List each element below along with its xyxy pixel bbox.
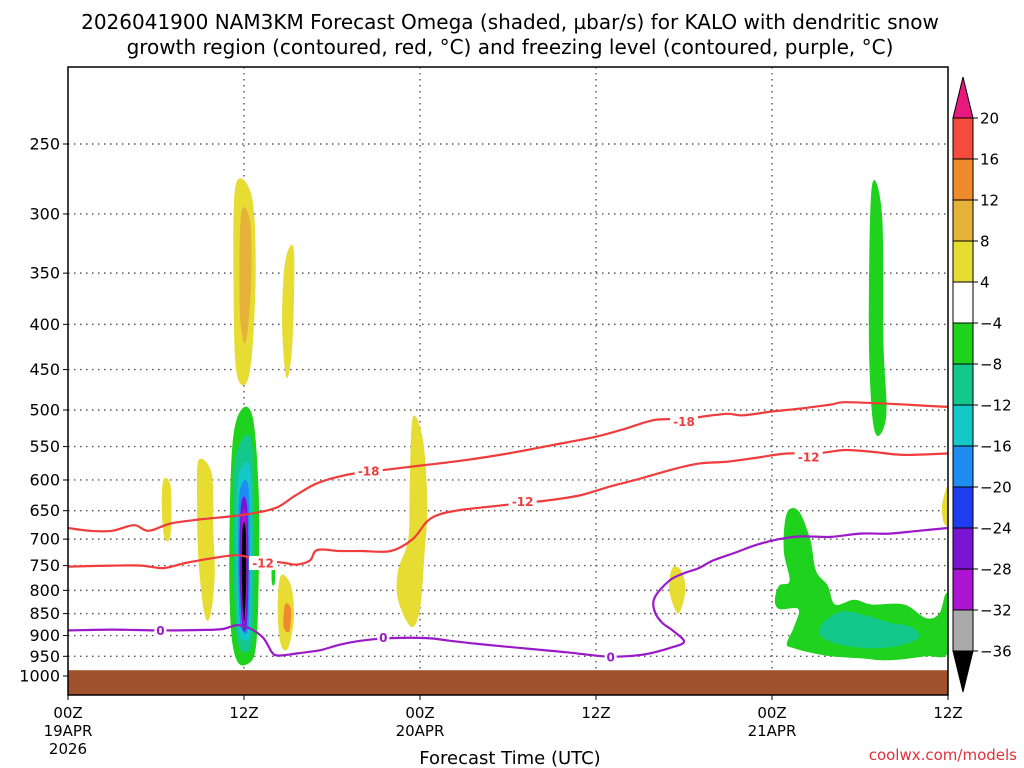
dgz-contour-label-bg xyxy=(354,463,383,478)
colorbar-label: −24 xyxy=(980,520,1012,538)
freezing-level-contour-label: 0 xyxy=(379,631,387,645)
omega-area-negative-lower-teal-55z xyxy=(819,611,920,649)
x-tick-date: 20APR xyxy=(396,722,445,740)
freezing-level-contour-0 xyxy=(68,526,948,658)
colorbar-swatch xyxy=(952,199,974,242)
x-tick-label: 00Z xyxy=(405,704,434,722)
y-tick-label-750: 750 xyxy=(29,556,60,575)
plot-area: -18 -18 -12 -12 -12 0 0 0 250 300 350 400 450 500 550 6… xyxy=(19,66,963,758)
x-tick-label: 00Z xyxy=(53,704,82,722)
plot-frame xyxy=(67,66,949,696)
y-tick-label-550: 550 xyxy=(29,437,60,456)
contour-lines: -18 -18 -12 -12 -12 0 0 0 xyxy=(68,401,948,665)
y-tick-label-500: 500 xyxy=(29,401,60,420)
title-line-2: growth region (contoured, red, °C) and f… xyxy=(127,35,894,59)
title-line-1: 2026041900 NAM3KM Forecast Omega (shaded… xyxy=(81,10,939,34)
colorbar-swatch xyxy=(952,404,974,447)
y-tick-label-400: 400 xyxy=(29,315,60,334)
colorbar-swatch xyxy=(952,445,974,488)
colorbar-label: −16 xyxy=(980,438,1012,456)
dgz-contour-label: -12 xyxy=(512,495,534,509)
omega-area-upper-core-12z xyxy=(239,207,252,344)
x-tick-label: 12Z xyxy=(229,704,258,722)
omega-area-lower-core-15z xyxy=(283,603,292,633)
dgz-contour--12 xyxy=(68,448,948,570)
dgz-contour-label-bg xyxy=(249,556,278,571)
x-axis-label: Forecast Time (UTC) xyxy=(419,748,600,768)
colorbar-label: 16 xyxy=(980,151,999,169)
omega-shading xyxy=(161,178,948,666)
freezing-level-contour-label-bg xyxy=(604,650,617,665)
colorbar-swatch-bottom xyxy=(952,650,974,693)
y-tick-label-250: 250 xyxy=(29,135,60,154)
colorbar-swatch xyxy=(952,486,974,529)
y-tick-label-800: 800 xyxy=(29,581,60,600)
colorbar-label: 12 xyxy=(980,192,999,210)
omega-area-negative-lower-52z xyxy=(774,508,948,661)
omega-area-small-positive-60z xyxy=(941,486,948,526)
colorbar-label: 20 xyxy=(980,110,999,128)
dgz-contour-label-bg xyxy=(794,449,823,464)
dgz-contour-label: -12 xyxy=(252,557,274,571)
colorbar-swatch xyxy=(952,158,974,201)
y-tick-label-350: 350 xyxy=(29,264,60,283)
colorbar: 20 16 12 8 4 −4 −8 −12 −16 −20 −24 −28 −32 −36 xyxy=(952,76,1012,693)
y-tick-label-600: 600 xyxy=(29,470,60,489)
freezing-level-contour-label: 0 xyxy=(606,651,614,665)
colorbar-swatch xyxy=(952,609,974,652)
colorbar-swatch-top xyxy=(952,76,974,119)
colorbar-label: 8 xyxy=(980,233,990,251)
dgz-contour-label: -18 xyxy=(358,464,380,478)
y-tick-label-450: 450 xyxy=(29,360,60,379)
y-tick-label-900: 900 xyxy=(29,626,60,645)
colorbar-label: −20 xyxy=(980,479,1012,497)
omega-area-negative-12z-core xyxy=(241,522,247,621)
freezing-level-contour-label-bg xyxy=(377,630,390,645)
colorbar-swatch xyxy=(952,527,974,570)
omega-area-lower-positive-9z xyxy=(196,458,215,621)
dgz-contour-label-bg xyxy=(508,494,537,509)
dgz-contour-label: -12 xyxy=(798,450,820,464)
y-tick-label-700: 700 xyxy=(29,530,60,549)
y-tick-label-1000: 1000 xyxy=(19,667,60,686)
colorbar-label: −12 xyxy=(980,397,1012,415)
x-tick-date: 19APR xyxy=(44,722,93,740)
dgz-contour--18 xyxy=(68,401,948,533)
colorbar-swatch xyxy=(952,322,974,365)
x-tick-label: 12Z xyxy=(933,704,962,722)
colorbar-swatch xyxy=(952,117,974,160)
colorbar-swatch xyxy=(952,240,974,283)
omega-area-negative-upper-55z xyxy=(868,180,887,437)
x-tick-year: 2026 xyxy=(49,740,87,758)
colorbar-label: −28 xyxy=(980,561,1012,579)
freezing-level-contour-label-bg xyxy=(154,623,167,638)
colorbar-swatch xyxy=(952,281,974,324)
ground-fill xyxy=(68,670,948,695)
dgz-contour-label-bg xyxy=(670,414,698,429)
omega-area-positive-22z xyxy=(396,415,428,628)
colorbar-label: −4 xyxy=(980,315,1002,333)
dgz-contour-label: -18 xyxy=(673,415,695,429)
y-tick-label-300: 300 xyxy=(29,204,60,223)
omega-area-upper-positive-15z xyxy=(282,244,295,379)
y-tick-label-950: 950 xyxy=(29,647,60,666)
y-tick-label-650: 650 xyxy=(29,501,60,520)
x-tick-date: 21APR xyxy=(748,722,797,740)
credit-link[interactable]: coolwx.com/models xyxy=(869,746,1017,764)
x-tick-label: 12Z xyxy=(581,704,610,722)
colorbar-swatch xyxy=(952,568,974,611)
x-tick-label: 00Z xyxy=(757,704,786,722)
y-axis: 250 300 350 400 450 500 550 600 650 700 750 800 850 9… xyxy=(19,135,68,686)
colorbar-label: −32 xyxy=(980,602,1012,620)
colorbar-label: −36 xyxy=(980,643,1012,661)
freezing-level-contour-label: 0 xyxy=(156,624,164,638)
colorbar-swatch xyxy=(952,363,974,406)
colorbar-label: 4 xyxy=(980,274,990,292)
colorbar-label: −8 xyxy=(980,356,1002,374)
y-tick-label-850: 850 xyxy=(29,604,60,623)
